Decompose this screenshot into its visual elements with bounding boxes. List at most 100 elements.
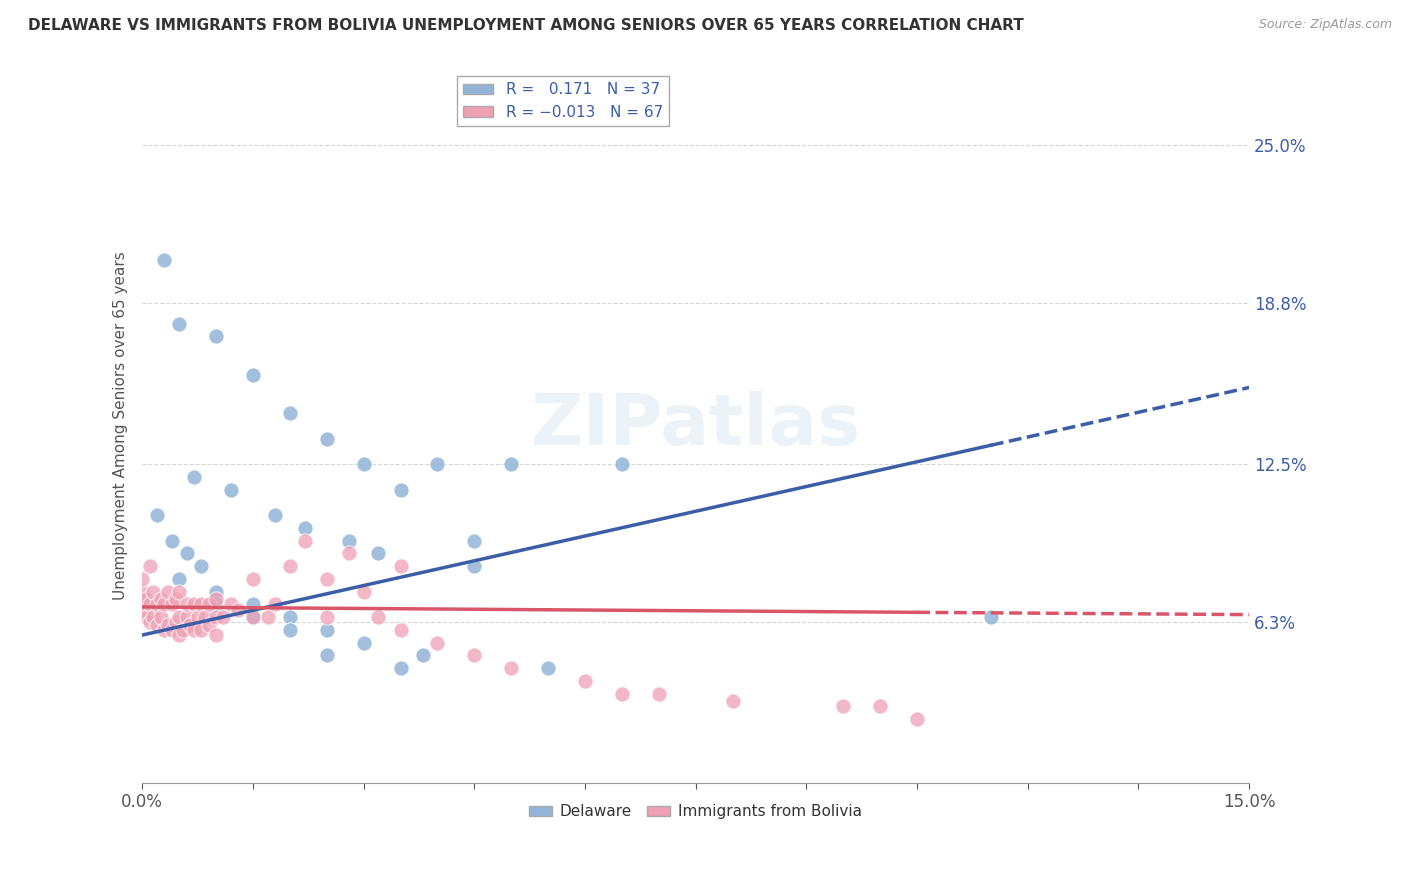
Point <box>131 602 153 616</box>
Point <box>337 546 360 560</box>
Point <box>219 598 242 612</box>
Point <box>160 598 183 612</box>
Point <box>183 598 205 612</box>
Point <box>131 584 153 599</box>
Point <box>212 610 235 624</box>
Point <box>367 546 389 560</box>
Point <box>138 559 160 574</box>
Point <box>242 610 264 624</box>
Y-axis label: Unemployment Among Seniors over 65 years: Unemployment Among Seniors over 65 years <box>114 252 128 600</box>
Point <box>389 661 412 675</box>
Point <box>353 636 375 650</box>
Point <box>353 457 375 471</box>
Point <box>205 598 228 612</box>
Point <box>610 457 633 471</box>
Point <box>463 648 485 663</box>
Point <box>165 592 187 607</box>
Point <box>146 508 169 522</box>
Point <box>187 610 209 624</box>
Point <box>256 610 278 624</box>
Point <box>278 610 301 624</box>
Point <box>648 687 671 701</box>
Point <box>149 592 172 607</box>
Point <box>426 457 449 471</box>
Point <box>367 610 389 624</box>
Point <box>426 636 449 650</box>
Point <box>264 508 287 522</box>
Point <box>197 598 219 612</box>
Point <box>135 610 157 624</box>
Point <box>294 533 316 548</box>
Point <box>172 623 194 637</box>
Point <box>160 623 183 637</box>
Point <box>226 602 249 616</box>
Point <box>183 623 205 637</box>
Point <box>142 610 165 624</box>
Point <box>167 317 190 331</box>
Point <box>190 623 212 637</box>
Point <box>205 628 228 642</box>
Point <box>131 572 153 586</box>
Point <box>135 592 157 607</box>
Point <box>157 584 180 599</box>
Point <box>242 572 264 586</box>
Point <box>153 252 176 267</box>
Point <box>157 617 180 632</box>
Point <box>980 610 1002 624</box>
Point <box>131 598 153 612</box>
Point <box>242 368 264 382</box>
Point <box>138 598 160 612</box>
Point <box>167 610 190 624</box>
Text: Source: ZipAtlas.com: Source: ZipAtlas.com <box>1258 18 1392 31</box>
Point <box>537 661 560 675</box>
Point <box>205 610 228 624</box>
Point <box>153 598 176 612</box>
Point <box>315 572 337 586</box>
Point <box>179 617 201 632</box>
Point <box>315 623 337 637</box>
Point <box>176 598 198 612</box>
Point <box>242 598 264 612</box>
Point <box>183 470 205 484</box>
Point <box>190 559 212 574</box>
Point <box>389 483 412 497</box>
Legend: Delaware, Immigrants from Bolivia: Delaware, Immigrants from Bolivia <box>523 798 868 825</box>
Point <box>176 546 198 560</box>
Point <box>412 648 434 663</box>
Point <box>832 699 855 714</box>
Point <box>197 617 219 632</box>
Point <box>501 457 523 471</box>
Point <box>205 592 228 607</box>
Point <box>278 559 301 574</box>
Point <box>190 598 212 612</box>
Point <box>142 584 165 599</box>
Point <box>463 533 485 548</box>
Point <box>153 623 176 637</box>
Point <box>315 648 337 663</box>
Point <box>146 598 169 612</box>
Point <box>294 521 316 535</box>
Point <box>353 584 375 599</box>
Point <box>160 533 183 548</box>
Point <box>315 610 337 624</box>
Point <box>194 610 217 624</box>
Point <box>167 572 190 586</box>
Point <box>138 615 160 630</box>
Point <box>167 628 190 642</box>
Point <box>205 329 228 343</box>
Point <box>389 623 412 637</box>
Point <box>315 432 337 446</box>
Point <box>242 610 264 624</box>
Point <box>721 694 744 708</box>
Point <box>389 559 412 574</box>
Point <box>167 584 190 599</box>
Point <box>176 610 198 624</box>
Point <box>869 699 891 714</box>
Point <box>146 617 169 632</box>
Point <box>905 712 928 726</box>
Text: ZIPatlas: ZIPatlas <box>530 392 860 460</box>
Point <box>463 559 485 574</box>
Point <box>337 533 360 548</box>
Point <box>574 673 596 688</box>
Point <box>205 584 228 599</box>
